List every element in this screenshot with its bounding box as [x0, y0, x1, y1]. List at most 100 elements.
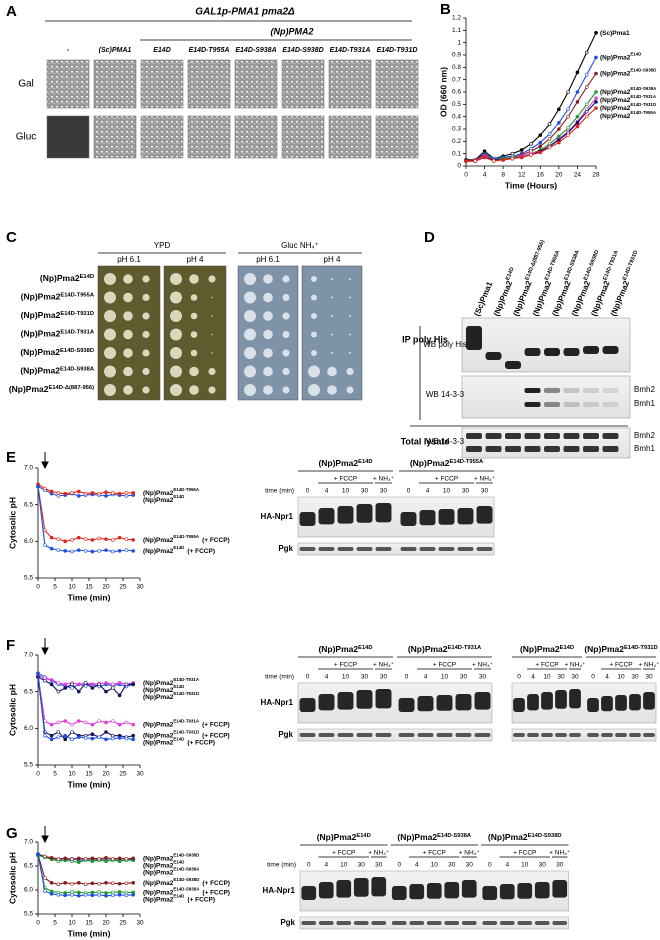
colony-spot [190, 331, 198, 338]
wb-label: WB 14-3-3 [426, 437, 465, 446]
data-point [117, 549, 122, 553]
x-tick-label: 20 [102, 771, 110, 778]
data-point [36, 671, 40, 676]
band [457, 508, 474, 525]
band [583, 446, 599, 452]
data-point [111, 686, 115, 690]
time-label: 30 [556, 862, 564, 869]
data-point [104, 730, 108, 734]
data-point [83, 491, 88, 496]
y-tick-label: 1 [457, 39, 461, 46]
colony-spot [244, 347, 256, 359]
data-point [90, 890, 95, 895]
column-label: E14D-S938D [282, 47, 323, 54]
strain-header-name: (Np)Pma2 [584, 644, 624, 654]
data-point [56, 856, 61, 861]
data-point [124, 494, 129, 498]
strain-label: (Np)Pma2E14D-T931D [21, 310, 94, 320]
legend-entry-name: (Np)Pma2 [143, 732, 174, 739]
column-label: E14D-S938A [235, 47, 276, 54]
data-point [56, 689, 61, 694]
colony-spot [170, 384, 182, 396]
colony-spot [211, 296, 213, 299]
plate-image [140, 59, 184, 109]
data-point [529, 142, 533, 146]
time-label: 4 [415, 862, 419, 869]
band [336, 921, 352, 925]
band [299, 698, 316, 712]
x-tick-label: 4 [483, 172, 487, 179]
legend-entry: (Np)Pma2E14D-T931A(+ FCCP) [143, 719, 230, 729]
data-point [594, 30, 598, 35]
colony-spot [170, 328, 182, 341]
band [301, 886, 317, 900]
x-tick-label: 10 [68, 584, 76, 591]
colony-spot [263, 385, 273, 395]
colony-spot [123, 385, 133, 395]
data-point [63, 539, 67, 544]
colony-spot [346, 367, 354, 376]
legend-entry-name: (Np)Pma2 [143, 889, 174, 896]
y-tick-label: 6.0 [24, 887, 33, 894]
data-point [117, 491, 122, 496]
ph-label: pH 4 [187, 255, 204, 264]
data-point [56, 548, 61, 552]
band [544, 433, 560, 439]
band [601, 696, 613, 712]
treatment-label: + NH₄⁺ [549, 850, 571, 857]
data-point [124, 491, 129, 495]
colony-spot [142, 349, 150, 357]
colony-spot [189, 385, 199, 395]
strain-header: (Np)Pma2E14D-T931D [584, 644, 657, 654]
arrows [41, 452, 49, 844]
colony-spot [189, 274, 199, 284]
y-tick-label: 5.5 [24, 911, 33, 918]
plate-image [375, 59, 419, 109]
data-point [131, 737, 135, 742]
data-point [77, 719, 81, 723]
data-point [42, 889, 47, 893]
data-point [557, 140, 561, 145]
x-axis-label: Time (min) [68, 592, 111, 602]
legend-entry: (Np)Pma2E14D-T955A(+ FCCP) [143, 534, 230, 544]
band [391, 886, 407, 900]
time-label: 30 [481, 488, 489, 495]
time-label: 0 [306, 674, 310, 681]
band [485, 352, 502, 360]
colony-spot [346, 386, 354, 394]
legend-entry-sup: E14D-S938A [630, 86, 657, 91]
panel-label: G [6, 825, 18, 842]
data-point [131, 549, 135, 553]
x-tick-label: 10 [68, 920, 76, 927]
row-label: Gal [18, 79, 34, 90]
strain-label-sup: E14D-T955A [60, 292, 94, 298]
data-point [117, 693, 122, 698]
legend-entry-sup: E14D-T931A [173, 677, 200, 682]
band [482, 921, 498, 925]
band [337, 506, 354, 524]
column-label: E14D-T955A [189, 47, 230, 54]
data-point [547, 122, 552, 126]
x-tick-label: 20 [102, 584, 110, 591]
band [457, 547, 474, 551]
band [569, 689, 581, 709]
row-label: HA-Npr1 [261, 512, 294, 521]
section-label: IP poly His [402, 334, 448, 344]
colony-spot [142, 275, 150, 283]
band [524, 388, 541, 393]
data-point [575, 114, 580, 119]
band [318, 508, 335, 525]
treatment-label: + FCCP [423, 850, 446, 857]
time-label: 4 [325, 488, 329, 495]
legend-entry: (Np)Pma2E14D [143, 494, 184, 504]
data-point [49, 682, 54, 687]
legend-entry: (Np)Pma2E14D-T955A [143, 487, 200, 497]
legend-entry-name: (Np)Pma2 [143, 680, 174, 687]
legend-entry-sup: E14D-T955A [173, 534, 200, 539]
strain-header-sup: E14D [358, 645, 372, 651]
panel-label: A [6, 3, 17, 20]
y-tick-label: 6.5 [24, 688, 33, 695]
strain-label-sup: E14D-S938D [60, 348, 94, 354]
data-point [70, 892, 74, 897]
data-point [90, 856, 95, 861]
